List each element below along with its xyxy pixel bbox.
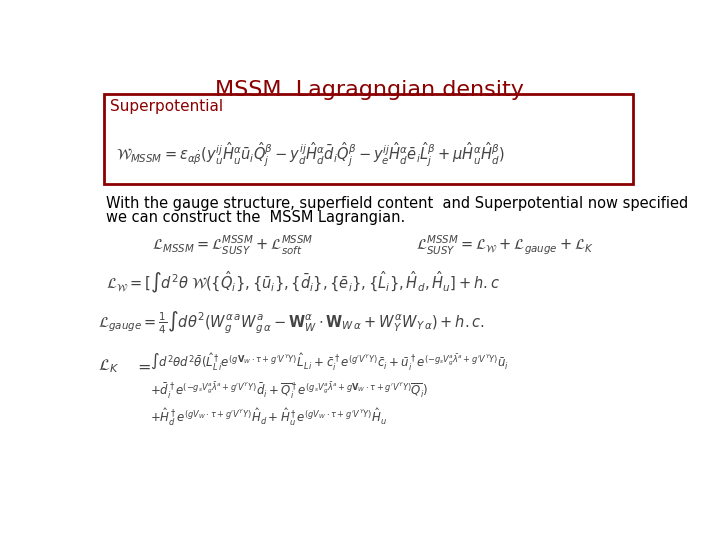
Text: $+\bar{d}_i^\dagger e^{(-g_sV_g^a\bar{\lambda}^a+g'V^YY)}\bar{d}_i+ \overline{Q}: $+\bar{d}_i^\dagger e^{(-g_sV_g^a\bar{\l… [150,380,429,401]
Text: $\int d^2\theta d^2\bar{\theta}(\hat{L}_{L\,i}^\dagger e^{(g\mathbf{V}_W\cdot\ta: $\int d^2\theta d^2\bar{\theta}(\hat{L}_… [150,351,510,372]
Text: $+\hat{H}_d^\dagger e^{(gV_W\cdot\tau+g'V^YY)}\hat{H}_d+ \hat{H}_u^\dagger e^{(g: $+\hat{H}_d^\dagger e^{(gV_W\cdot\tau+g'… [150,407,387,428]
Text: $\mathcal{L}_{SUSY}^{MSSM} = \mathcal{L}_{\mathcal{W}} + \mathcal{L}_{gauge} + \: $\mathcal{L}_{SUSY}^{MSSM} = \mathcal{L}… [415,234,594,258]
Text: $\mathcal{W}_{MSSM} = \epsilon_{\alpha\dot{\beta}}(y_u^{ij}\hat{H}_u^\alpha \bar: $\mathcal{W}_{MSSM} = \epsilon_{\alpha\d… [117,141,505,169]
Text: $\mathcal{L}_K$: $\mathcal{L}_K$ [98,358,119,375]
Text: $=$: $=$ [134,359,151,374]
Text: With the gauge structure, superfield content  and Superpotential now specified: With the gauge structure, superfield con… [106,195,688,211]
Text: $\mathcal{L}_{MSSM} = \mathcal{L}_{SUSY}^{MSSM} + \mathcal{L}_{soft}^{MSSM}$: $\mathcal{L}_{MSSM} = \mathcal{L}_{SUSY}… [152,234,313,258]
Text: $\mathcal{L}_{gauge} = \frac{1}{4}\int d\theta^2(W_g^{\alpha\,a}W_{g\,\alpha}^a : $\mathcal{L}_{gauge} = \frac{1}{4}\int d… [98,309,485,336]
Bar [104,94,632,184]
Text: $\mathcal{L}_{\mathcal{W}} = [\int d^2\theta\; \mathcal{W}(\{\hat{Q}_i\},\{\bar{: $\mathcal{L}_{\mathcal{W}} = [\int d^2\t… [106,269,500,295]
Text: Superpotential: Superpotential [110,99,223,114]
Text: we can construct the  MSSM Lagrangian.: we can construct the MSSM Lagrangian. [106,210,405,225]
Text: MSSM  Lagragngian density: MSSM Lagragngian density [215,80,523,100]
